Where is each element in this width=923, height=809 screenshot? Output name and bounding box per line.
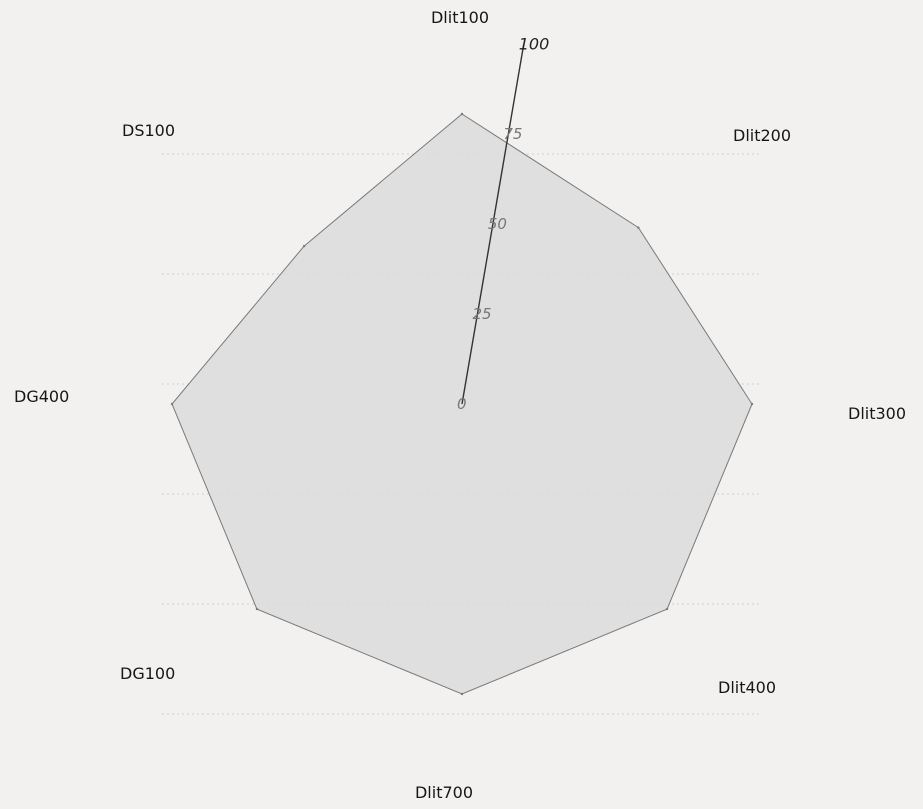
tick-label-100: 100 — [519, 34, 550, 53]
tick-label-25: 25 — [472, 305, 491, 323]
series-point-dlit100 — [460, 112, 464, 116]
series-point-dlit200 — [637, 226, 640, 229]
series-point-dg400 — [170, 402, 174, 406]
series-point-dlit700 — [460, 692, 464, 696]
radial-axis: 0 25 50 75 100 — [457, 34, 549, 413]
axis-label-dg400: DG400 — [14, 387, 69, 406]
tick-label-75: 75 — [503, 125, 522, 143]
tick-label-0: 0 — [457, 395, 467, 413]
axis-label-ds100: DS100 — [122, 121, 175, 140]
axis-label-dlit700: Dlit700 — [415, 783, 473, 802]
series-point-dlit400 — [665, 607, 669, 611]
series-point-dlit300 — [750, 402, 754, 406]
axis-label-dlit300: Dlit300 — [848, 404, 906, 423]
axis-label-dg100: DG100 — [120, 664, 175, 683]
radial-axis-line — [461, 44, 525, 405]
axis-label-dlit100: Dlit100 — [431, 8, 489, 27]
axis-label-dlit400: Dlit400 — [718, 678, 776, 697]
axis-label-dlit200: Dlit200 — [733, 126, 791, 145]
series-point-dg100 — [255, 607, 259, 611]
series-point-ds100 — [302, 244, 306, 248]
axis-labels: Dlit100 Dlit200 Dlit300 Dlit400 Dlit700 DG100… — [14, 8, 906, 802]
tick-label-50: 50 — [488, 215, 507, 233]
